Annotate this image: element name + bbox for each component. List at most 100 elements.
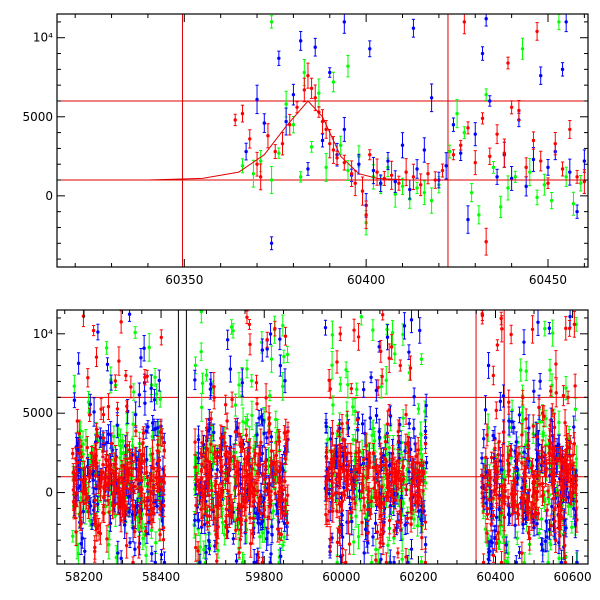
data-point [277,532,282,536]
data-point [285,493,290,497]
data-point [265,436,269,440]
data-point [159,430,163,434]
data-point [162,560,167,564]
data-point [451,122,456,127]
data-point [277,56,281,60]
data-point [128,487,132,491]
data-point [331,80,336,84]
data-point [228,494,232,498]
data-point [233,450,238,455]
data-point [245,418,250,422]
data-point [205,481,210,486]
data-point [160,435,165,440]
data-point [285,521,290,525]
data-point [225,338,230,342]
data-point [152,486,156,490]
data-point [459,151,463,155]
data-point [203,499,208,504]
data-point [150,552,154,556]
data-point [123,486,128,490]
data-point [139,494,144,498]
data-point [205,426,209,430]
data-point [193,440,197,444]
data-point [137,545,141,549]
data-point [285,352,290,357]
data-point [539,159,543,163]
data-point [256,503,261,507]
data-point [258,535,262,539]
data-point [116,489,121,493]
data-point [229,325,234,329]
data-point [429,198,434,203]
data-point [196,456,201,460]
data-point [122,502,126,506]
data-point [477,213,481,217]
data-point [121,439,125,443]
data-point [248,446,252,450]
data-point [86,376,90,380]
data-point [154,541,158,545]
data-point [234,559,239,563]
data-point [255,97,259,102]
data-point [259,440,263,445]
data-point [495,175,499,179]
data-point [244,421,248,425]
data-point [283,379,287,383]
model-curve [147,100,588,181]
top-x-tick-label: 60350 [165,273,203,287]
data-point [99,407,103,411]
data-point [203,465,207,470]
data-point [575,175,579,179]
data-point [306,167,310,171]
data-point [131,526,135,530]
data-point [244,479,248,483]
data-point [152,398,157,402]
data-point [147,512,152,517]
data-point [220,464,224,469]
data-point [502,151,507,155]
data-point [375,170,379,174]
data-point [480,51,485,56]
data-point [80,489,85,494]
data-point [282,354,286,359]
data-point [133,412,138,417]
data-point [93,498,98,502]
data-point [215,534,219,538]
data-point [291,92,296,97]
data-point [255,402,259,406]
data-point [119,475,124,480]
data-point [156,476,161,480]
data-point [389,173,394,177]
data-point [115,407,120,411]
data-point [531,138,536,143]
data-point [346,168,350,173]
data-point [276,469,280,474]
data-point [135,503,140,508]
data-point [328,141,332,146]
data-point [255,433,259,437]
data-point [209,488,214,493]
data-point [268,393,272,398]
data-point [277,439,282,444]
data-point [278,554,283,559]
data-point [157,378,161,383]
data-point [230,397,234,402]
data-point [113,488,118,493]
data-point [411,175,416,179]
data-point [254,481,258,485]
data-point [125,506,129,511]
data-point [131,466,135,471]
data-point [239,518,243,523]
data-point [473,160,477,165]
data-point [444,164,448,168]
data-point [207,538,211,543]
data-point [120,505,125,509]
data-point [244,149,248,154]
data-point [386,159,390,163]
data-point [422,190,427,195]
data-point [426,172,430,176]
data-point [227,514,232,518]
data-point [83,509,88,514]
data-point [277,560,281,564]
data-point [260,451,264,456]
